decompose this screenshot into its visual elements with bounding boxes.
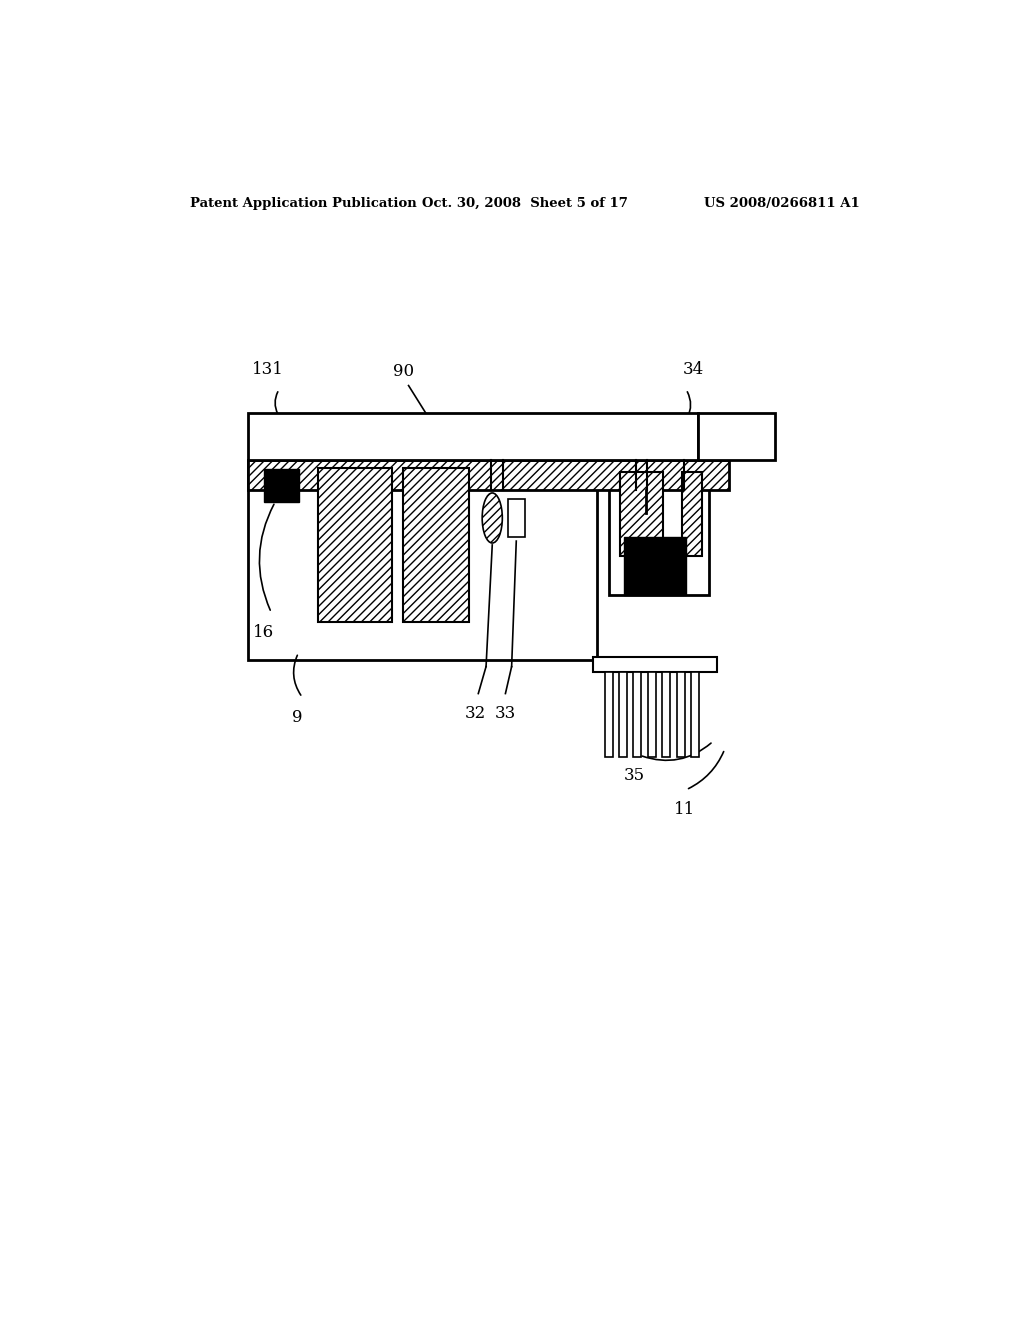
Bar	[593, 656, 717, 672]
Bar	[620, 672, 627, 756]
Text: 131: 131	[252, 360, 284, 378]
Bar	[648, 672, 655, 756]
Bar	[608, 469, 710, 595]
Bar	[317, 469, 391, 622]
Text: 11: 11	[674, 801, 695, 818]
Bar	[621, 471, 663, 557]
Bar	[634, 672, 641, 756]
Ellipse shape	[482, 492, 503, 543]
Bar	[508, 499, 524, 537]
Text: 9: 9	[292, 709, 302, 726]
Bar	[697, 412, 775, 461]
Bar	[248, 461, 597, 660]
Text: 35: 35	[624, 767, 645, 784]
Bar	[682, 471, 701, 557]
Bar	[403, 469, 469, 622]
Bar	[248, 461, 729, 490]
Bar	[248, 412, 697, 461]
Text: 34: 34	[683, 360, 705, 378]
Text: 90: 90	[392, 363, 414, 380]
Bar	[624, 537, 686, 595]
Text: 16: 16	[253, 624, 274, 642]
Text: Patent Application Publication: Patent Application Publication	[190, 197, 417, 210]
Text: 32: 32	[465, 705, 485, 722]
Bar	[677, 672, 684, 756]
Bar	[263, 470, 299, 502]
Text: US 2008/0266811 A1: US 2008/0266811 A1	[703, 197, 859, 210]
Bar	[691, 672, 699, 756]
Bar	[663, 672, 670, 756]
Text: 33: 33	[495, 705, 516, 722]
Text: Oct. 30, 2008  Sheet 5 of 17: Oct. 30, 2008 Sheet 5 of 17	[422, 197, 628, 210]
Bar	[604, 672, 612, 756]
